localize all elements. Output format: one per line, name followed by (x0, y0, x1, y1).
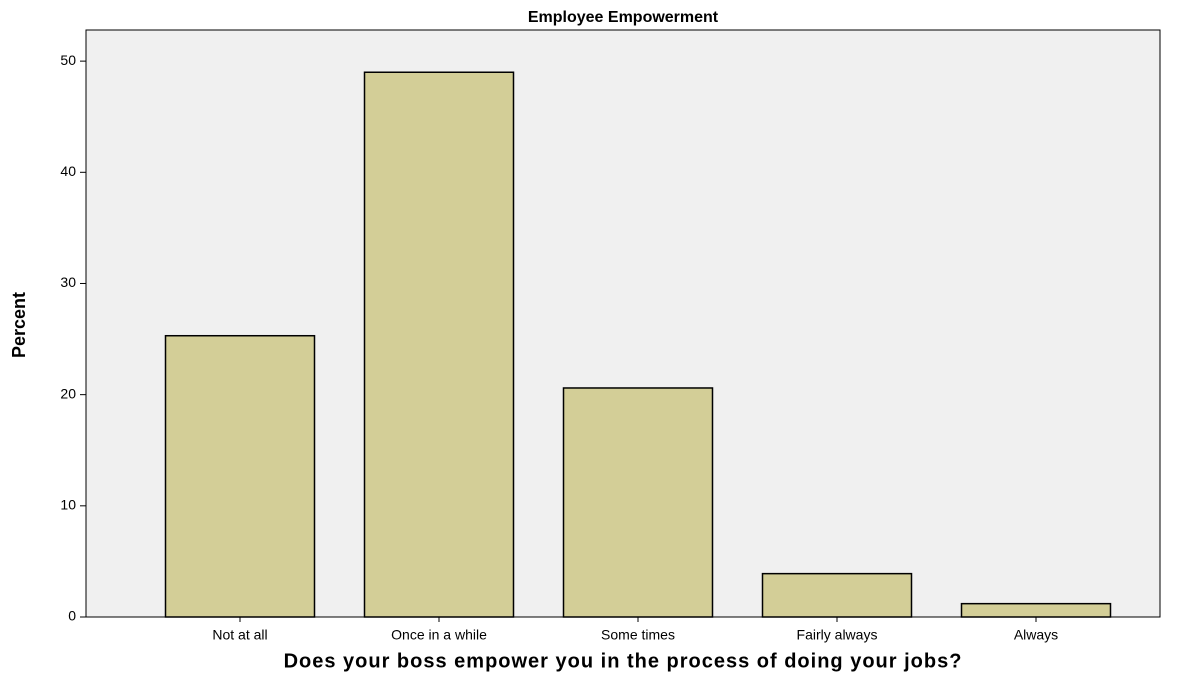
y-tick-label: 40 (60, 163, 76, 179)
x-tick-label: Always (1014, 627, 1058, 643)
bar (960, 602, 1112, 618)
x-tick-label: Fairly always (797, 627, 878, 643)
x-tick-label: Some times (601, 627, 675, 643)
x-axis-label: Does your boss empower you in the proces… (284, 650, 963, 672)
y-tick-label: 30 (60, 274, 76, 290)
y-axis-label: Percent (9, 292, 29, 358)
x-tick-label: Once in a while (391, 627, 487, 643)
y-tick-label: 50 (60, 52, 76, 68)
y-tick-label: 0 (68, 608, 76, 624)
chart-title: Employee Empowerment (528, 9, 719, 26)
x-tick-label: Not at all (212, 627, 267, 643)
y-tick-label: 10 (60, 497, 76, 513)
bar (562, 387, 714, 618)
bar (363, 71, 515, 618)
bar (164, 334, 316, 618)
y-tick-label: 20 (60, 385, 76, 401)
bar (761, 572, 913, 618)
